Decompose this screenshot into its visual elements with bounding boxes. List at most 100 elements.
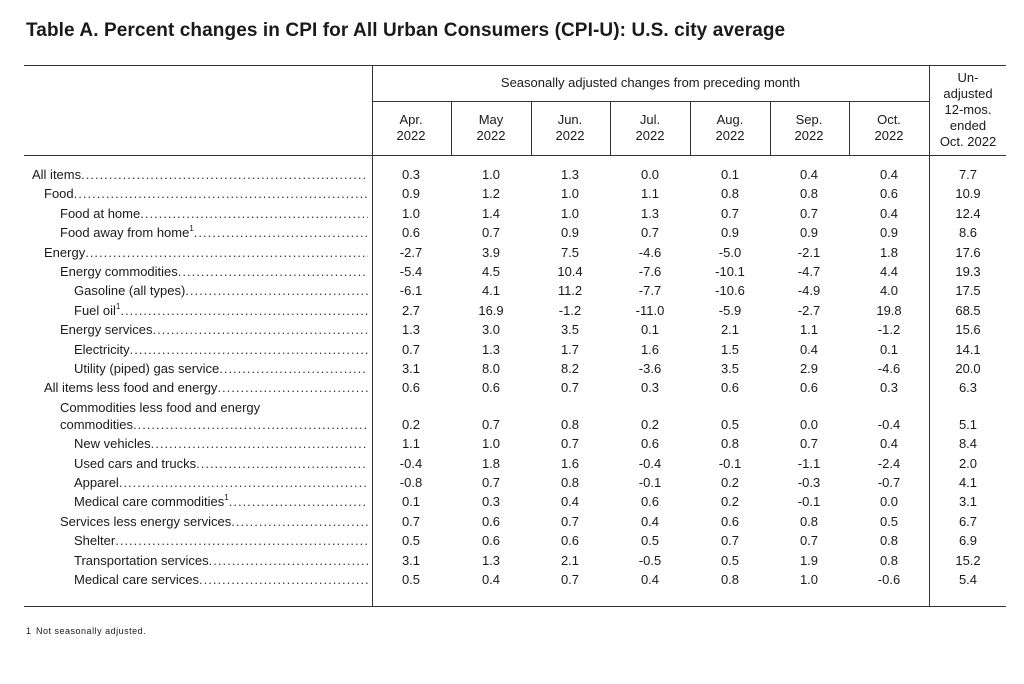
table-cell: 1.3 [401, 322, 421, 338]
table-cell: -2.4 [877, 455, 901, 471]
table-cell: 2.9 [799, 361, 819, 376]
table-cell: -10.1 [715, 264, 745, 279]
table-cell: 1.1 [401, 436, 421, 452]
table-cell: 2.1 [560, 552, 580, 568]
table-cell: 15.2 [955, 552, 981, 568]
month-header-label: Oct. [877, 112, 901, 127]
table-cell: 0.8 [560, 416, 580, 432]
table-cell: 0.7 [720, 205, 740, 221]
table-cell: 0.6 [799, 380, 819, 396]
table-cell: 0.4 [879, 167, 899, 182]
table-cell: 0.4 [640, 572, 660, 587]
table-cell: 0.3 [640, 380, 660, 396]
table-cell: -1.1 [797, 455, 821, 471]
table-cell: 0.1 [879, 341, 899, 357]
table-cell: 3.1 [401, 552, 421, 568]
table-cell: 1.0 [481, 436, 501, 452]
table-cell: 0.9 [401, 186, 421, 202]
table-cell: -2.7 [399, 244, 423, 260]
footnote-mark: 1 [26, 626, 32, 636]
month-header: May 2022 [461, 112, 521, 144]
row-label-text: Services less energy services [60, 513, 232, 529]
table-cell: 0.5 [640, 533, 660, 549]
seasonal-span-rule [372, 101, 929, 102]
table-cell: -7.6 [638, 264, 662, 279]
table-cell: 0.8 [720, 186, 740, 202]
table-cell: 0.4 [799, 167, 819, 182]
table-cell: -0.1 [797, 494, 821, 510]
table-cell: 0.6 [481, 533, 501, 549]
table-cell: 0.6 [481, 380, 501, 396]
table-cell: 0.0 [640, 167, 660, 182]
table-cell: 15.6 [955, 322, 981, 338]
table-cell: 0.5 [720, 552, 740, 568]
table-cell: 0.8 [799, 513, 819, 529]
footnote-ref: 1 [224, 493, 229, 503]
table-cell: 0.8 [720, 436, 740, 452]
leader-dots: ........................................… [177, 264, 368, 279]
leader-dots: ........................................… [219, 361, 368, 376]
table-cell: -3.6 [638, 361, 662, 376]
table-cell: 0.4 [879, 436, 899, 452]
leader-dots: ........................................… [118, 475, 368, 490]
table-cell: 0.9 [879, 225, 899, 241]
table-cell: 0.4 [799, 341, 819, 357]
table-cell: 6.3 [958, 380, 978, 396]
table-cell: 2.7 [401, 302, 421, 318]
row-label-text: All items [32, 167, 82, 182]
table-cell: 1.0 [401, 205, 421, 221]
month-header: Aug. 2022 [700, 112, 760, 144]
table-cell: 0.7 [560, 513, 580, 529]
table-cell: -4.7 [797, 264, 821, 279]
table-cell: 14.1 [955, 341, 981, 357]
row-label: commodities.............................… [60, 415, 368, 434]
row-label: Used cars and trucks....................… [74, 454, 368, 473]
table-cell: 1.3 [560, 167, 580, 182]
table-cell: 0.6 [401, 225, 421, 241]
table-cell: 0.8 [560, 475, 580, 490]
table-cell: -0.4 [399, 455, 423, 471]
table-cell: -1.2 [877, 322, 901, 338]
month-header: Jun. 2022 [540, 112, 600, 144]
table-cell: 0.9 [720, 225, 740, 241]
leader-dots: ........................................… [132, 416, 368, 432]
table-cell: 0.8 [720, 572, 740, 587]
table-cell: 0.7 [560, 572, 580, 587]
footnote: 1 Not seasonally adjusted. [26, 626, 146, 636]
month-header: Sep. 2022 [779, 112, 839, 144]
row-label-text: Energy [44, 244, 86, 260]
table-cell: 4.1 [481, 283, 501, 299]
table-cell: 16.9 [478, 302, 504, 318]
table-cell: 3.5 [720, 361, 740, 376]
table-cell: -0.8 [399, 475, 423, 490]
leader-dots: ........................................… [129, 341, 368, 357]
row-label: Electricity.............................… [74, 340, 368, 359]
table-cell: 0.8 [799, 186, 819, 202]
table-cell: -0.1 [638, 475, 662, 490]
row-label-text: Utility (piped) gas service [74, 361, 220, 376]
leader-dots: ........................................… [196, 455, 368, 471]
row-label-text: commodities [60, 416, 133, 432]
row-label-text: All items less food and energy [44, 380, 218, 396]
table-cell: 0.4 [879, 205, 899, 221]
unadjusted-line: 12-mos. [944, 102, 992, 117]
table-cell: 0.6 [720, 380, 740, 396]
unadjusted-header: Un- adjusted 12-mos. ended Oct. 2022 [930, 70, 1006, 150]
table-cell: 1.3 [640, 205, 660, 221]
row-label: Services less energy services...........… [60, 512, 368, 531]
footnote-ref: 1 [189, 224, 194, 234]
leader-dots: ........................................… [152, 322, 368, 338]
table-cell: 1.3 [481, 552, 501, 568]
leader-dots: ........................................… [81, 167, 368, 182]
table-cell: -7.7 [638, 283, 662, 299]
month-header-year: 2022 [874, 128, 904, 143]
row-label: All items...............................… [32, 165, 368, 184]
leader-dots: ........................................… [208, 552, 368, 568]
table-cell: -5.0 [718, 244, 742, 260]
table-cell: -1.2 [558, 302, 582, 318]
unadjusted-line: Oct. 2022 [939, 134, 997, 149]
table-cell: 0.3 [481, 494, 501, 510]
table-cell: 0.7 [640, 225, 660, 241]
row-label: Energy services.........................… [60, 320, 368, 339]
table-cell: -0.4 [638, 455, 662, 471]
